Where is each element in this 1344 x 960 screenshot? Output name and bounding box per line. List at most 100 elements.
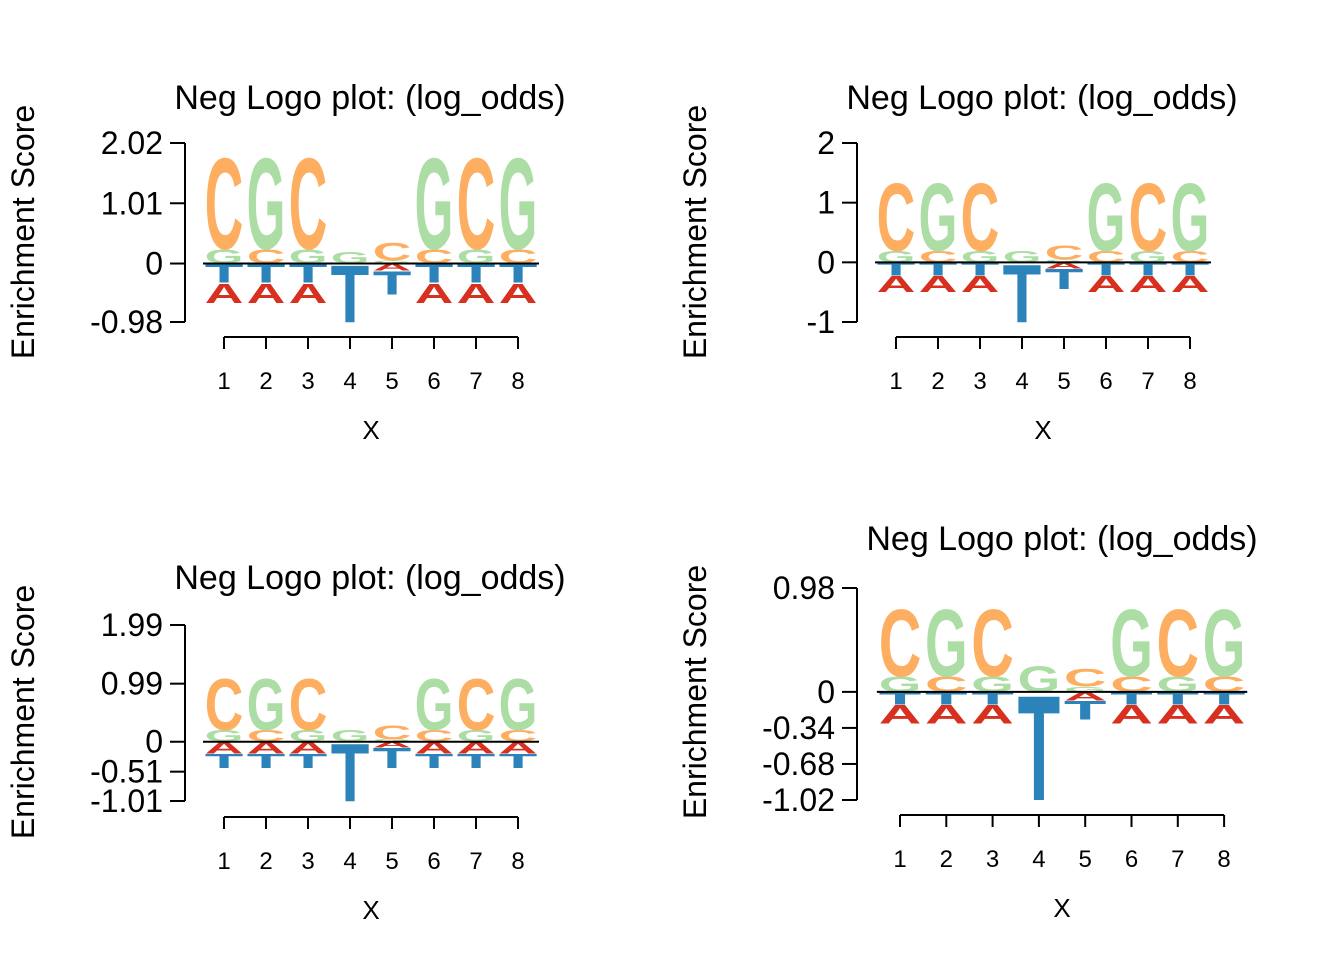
logo-letter: C [877, 163, 916, 271]
letter-glyph: A [247, 739, 286, 757]
y-tick-label: 1 [817, 185, 835, 221]
y-axis-label: Enrichment Score [677, 105, 713, 359]
y-tick-label: -1.02 [762, 782, 835, 818]
letter-glyph: A [289, 739, 328, 757]
x-tick-label: 2 [940, 846, 953, 873]
y-tick-label: -1.01 [90, 783, 163, 819]
logo-letter: A [205, 278, 244, 310]
x-tick-label: 4 [1015, 368, 1028, 395]
letter-glyph: G [457, 245, 496, 268]
letter-glyph: G [919, 163, 958, 271]
x-tick-label: 6 [427, 368, 440, 395]
x-tick-label: 8 [1183, 368, 1196, 395]
logo-letter: A [1129, 271, 1168, 297]
letter-glyph: T [205, 750, 244, 773]
letter-glyph: A [373, 262, 412, 273]
logo-letter: C [457, 133, 496, 278]
x-tick-label: 2 [259, 848, 272, 875]
logo-letter: G [961, 247, 1000, 266]
letter-glyph: A [415, 739, 454, 757]
logo-letter: G [373, 739, 412, 743]
letter-glyph: T [961, 259, 1000, 279]
logo-letter: T [205, 750, 244, 773]
logo-letter: T [415, 750, 454, 773]
logo-letter: C [373, 238, 412, 266]
letter-glyph: A [457, 739, 496, 757]
x-tick-label: 7 [1141, 368, 1154, 395]
logo-letter: G [457, 727, 496, 745]
y-tick-label: 0.98 [773, 570, 835, 606]
letter-glyph: A [919, 271, 958, 297]
letter-glyph: A [1203, 700, 1246, 729]
x-tick-label: 2 [259, 368, 272, 395]
logo-letter: A [1064, 690, 1107, 703]
logo-letter: A [925, 700, 968, 729]
logo-letter: G [331, 248, 370, 267]
letter-glyph: G [205, 245, 244, 268]
letter-glyph: T [373, 743, 412, 775]
logo-letter: C [247, 727, 286, 745]
logo-letter: T [919, 259, 958, 279]
x-tick-label: 5 [1057, 368, 1070, 395]
x-tick-label: 1 [893, 846, 906, 873]
letter-glyph: G [247, 133, 286, 278]
logo-letter: G [925, 589, 968, 696]
y-tick-label: 2 [817, 125, 835, 161]
logo-letter: C [1171, 247, 1210, 266]
y-tick-label: 0 [817, 674, 835, 710]
logo-letter: T [1157, 689, 1200, 709]
letter-glyph: G [331, 248, 370, 267]
letter-glyph: C [1087, 247, 1126, 266]
logo-letter: T [1110, 689, 1153, 709]
logo-letter: G [457, 245, 496, 268]
logo-letter: T [961, 259, 1000, 279]
logo-letter: C [499, 727, 538, 745]
letter-glyph: C [961, 163, 1000, 271]
logo-letter: A [971, 700, 1014, 729]
logo-letter: C [1045, 240, 1084, 263]
x-tick-label: 5 [385, 368, 398, 395]
letter-glyph: G [373, 739, 412, 743]
y-tick-label: 2.02 [101, 125, 163, 161]
logo-letter: A [289, 739, 328, 757]
x-tick-label: 6 [427, 848, 440, 875]
letter-glyph: A [1064, 690, 1107, 703]
logo-letter: A [1110, 700, 1153, 729]
logo-letter: A [1157, 700, 1200, 729]
logo-letter: T [1018, 665, 1061, 833]
logo-letter: G [1110, 589, 1153, 696]
logo-letter: G [1087, 163, 1126, 271]
logo-letter: C [415, 727, 454, 745]
letter-glyph: T [289, 750, 328, 773]
letter-glyph: G [289, 245, 328, 268]
letter-glyph: T [925, 689, 968, 709]
x-tick-label: 8 [1217, 846, 1230, 873]
letter-glyph: T [1157, 689, 1200, 709]
x-tick-label: 6 [1125, 846, 1138, 873]
y-axis-label: Enrichment Score [677, 565, 713, 819]
letter-glyph: C [919, 247, 958, 266]
letter-glyph: A [1129, 271, 1168, 297]
logo-letter: A [205, 739, 244, 757]
logo-letter: T [1045, 264, 1084, 296]
y-tick-label: 1.01 [101, 185, 163, 221]
letter-glyph: C [971, 589, 1014, 696]
letter-glyph: C [457, 663, 496, 745]
y-tick-label: -1 [807, 304, 835, 340]
letter-glyph: C [1064, 664, 1107, 692]
logo-letter: G [1045, 259, 1084, 264]
x-tick-label: 3 [986, 846, 999, 873]
logo-letter: G [1064, 685, 1107, 693]
logo-letter: G [1003, 247, 1042, 266]
logo-letter: T [373, 743, 412, 775]
logo-letter: C [919, 247, 958, 266]
logo-letter: T [499, 750, 538, 773]
logo-letter: T [289, 750, 328, 773]
y-tick-label: -0.51 [90, 754, 163, 790]
logo-letter: C [415, 245, 454, 268]
letter-glyph: G [925, 589, 968, 696]
y-tick-label: 0 [817, 244, 835, 280]
letter-glyph: C [457, 133, 496, 278]
letter-glyph: A [247, 278, 286, 310]
